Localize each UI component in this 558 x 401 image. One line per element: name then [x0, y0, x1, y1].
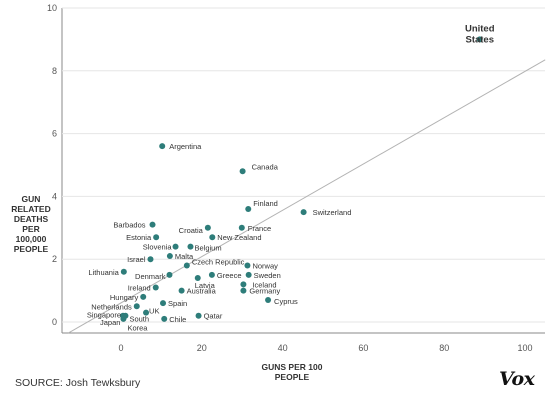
data-point [166, 271, 173, 278]
data-point [204, 224, 211, 231]
data-point [120, 268, 127, 275]
data-point [183, 262, 190, 269]
data-point [153, 234, 160, 241]
point-label: Latvia [195, 281, 216, 290]
data-point [172, 243, 179, 250]
point-label: Ireland [128, 283, 151, 292]
data-point [476, 36, 483, 43]
point-labels: United States Argentina Canada Finland Switze… [87, 23, 495, 332]
point-label: Czech Republic [192, 257, 245, 266]
x-tick-label: 80 [439, 343, 449, 353]
data-point [240, 287, 247, 294]
data-point [178, 287, 185, 294]
data-points [120, 36, 483, 322]
point-label: Slovenia [143, 243, 173, 252]
point-label: Israel [127, 255, 146, 264]
point-label: Sweden [254, 271, 281, 280]
point-label: United States [465, 23, 495, 45]
reference-line-group [68, 59, 546, 334]
reference-line [68, 59, 546, 334]
data-point [149, 221, 156, 228]
vox-logo: Vox [499, 368, 535, 390]
y-axis-title: GUN RELATED DEATHS PER 100,000 PEOPLE [11, 194, 51, 254]
point-label: Iceland [252, 280, 276, 289]
data-point [143, 309, 150, 316]
point-label: Qatar [204, 312, 223, 321]
y-tick-label: 2 [52, 254, 57, 264]
data-point [244, 262, 251, 269]
point-label: Greece [217, 271, 242, 280]
data-point [120, 315, 127, 322]
point-label: UK [149, 307, 159, 316]
data-point [159, 143, 166, 150]
data-point [208, 271, 215, 278]
data-point [194, 275, 201, 282]
point-label: Australia [187, 287, 217, 296]
point-label: South Korea [127, 315, 149, 333]
point-label: Spain [168, 299, 187, 308]
data-point [140, 293, 147, 300]
point-label: Japan [100, 318, 120, 327]
point-label: Singapore [87, 311, 121, 320]
point-label: Netherlands [91, 302, 132, 311]
data-point [195, 312, 202, 319]
point-label: Argentina [169, 142, 202, 151]
point-label: Germany [249, 287, 280, 296]
data-point [265, 297, 272, 304]
data-point [187, 243, 194, 250]
point-label: Barbados [113, 221, 145, 230]
point-label: Chile [169, 315, 186, 324]
point-label: Finland [253, 199, 278, 208]
gridlines [61, 7, 545, 334]
point-label: Malta [175, 252, 194, 261]
x-tick-label: 20 [197, 343, 207, 353]
data-point [240, 281, 247, 288]
data-point [239, 168, 246, 175]
point-label: New Zealand [217, 233, 261, 242]
point-label: Denmark [135, 272, 166, 281]
x-axis-title: GUNS PER 100 PEOPLE [262, 362, 323, 382]
point-label: Belgium [194, 244, 221, 253]
y-tick-label: 6 [52, 129, 57, 139]
data-point [209, 234, 216, 241]
x-tick-label: 100 [517, 343, 532, 353]
x-tick-label: 40 [278, 343, 288, 353]
axis-titles: GUN RELATED DEATHS PER 100,000 PEOPLE GUNS PER… [11, 194, 322, 382]
data-point [245, 271, 252, 278]
y-tick-label: 10 [47, 3, 57, 13]
y-tick-label: 0 [52, 317, 57, 327]
x-tick-label: 0 [118, 343, 123, 353]
point-label: France [248, 224, 271, 233]
source-note: SOURCE: Josh Tewksbury [15, 377, 141, 389]
data-point [152, 284, 159, 291]
point-label: Hungary [110, 293, 139, 302]
data-point [147, 256, 154, 263]
point-label: Cyprus [274, 297, 298, 306]
data-point [160, 300, 167, 307]
data-point [300, 209, 307, 216]
point-label: Switzerland [313, 208, 352, 217]
point-label: Estonia [126, 233, 152, 242]
y-tick-label: 4 [52, 191, 57, 201]
x-tick-label: 60 [358, 343, 368, 353]
point-label: Lithuania [88, 268, 119, 277]
point-label: Canada [252, 162, 279, 171]
data-point [161, 315, 168, 322]
data-point [245, 205, 252, 212]
data-point [133, 303, 140, 310]
point-label: Norway [252, 261, 278, 270]
point-label: Croatia [179, 226, 204, 235]
y-tick-label: 8 [52, 66, 57, 76]
data-point [238, 224, 245, 231]
data-point [166, 253, 173, 260]
